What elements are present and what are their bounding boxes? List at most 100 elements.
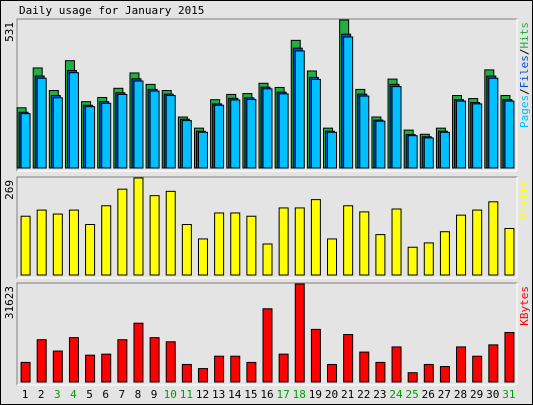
legend: KBytes — [518, 286, 531, 326]
bar — [343, 334, 354, 383]
bar — [359, 95, 370, 169]
bar — [375, 120, 386, 169]
x-tick-label: 10 — [164, 388, 177, 401]
bar — [472, 355, 483, 383]
bar — [214, 212, 225, 276]
bar — [407, 246, 418, 276]
bar — [85, 354, 96, 383]
legend: Pages/Files/Hits — [518, 22, 531, 128]
bar — [407, 372, 418, 383]
bar — [165, 190, 176, 276]
bar — [262, 308, 273, 383]
bar — [36, 339, 47, 383]
bar — [52, 350, 63, 383]
bar — [488, 77, 499, 169]
bar — [20, 113, 31, 169]
x-tick-label: 23 — [373, 388, 386, 401]
bar — [101, 205, 112, 276]
bar — [327, 131, 338, 169]
bar — [504, 100, 515, 169]
bar — [504, 331, 515, 383]
bar — [133, 177, 144, 276]
x-tick-label: 28 — [454, 388, 467, 401]
legend-entry: KBytes — [518, 286, 531, 326]
bar — [68, 72, 79, 169]
bar — [294, 207, 305, 276]
chart-title: Daily usage for January 2015 — [19, 4, 204, 17]
legend-separator: / — [518, 88, 531, 95]
bar — [456, 214, 467, 276]
bar — [52, 97, 63, 169]
legend-entry: Hits — [518, 22, 531, 49]
bar — [278, 353, 289, 383]
x-tick-label: 18 — [293, 388, 306, 401]
bar — [181, 120, 192, 169]
bar — [310, 328, 321, 383]
y-max-label: 269 — [3, 180, 16, 200]
x-tick-label: 4 — [70, 388, 77, 401]
bar — [375, 361, 386, 383]
bar — [246, 215, 257, 276]
bar — [375, 234, 386, 276]
bar — [165, 341, 176, 383]
bar — [327, 238, 338, 276]
bar — [165, 95, 176, 169]
bar — [359, 211, 370, 276]
x-tick-label: 1 — [22, 388, 29, 401]
bar — [133, 80, 144, 169]
x-tick-label: 24 — [389, 388, 403, 401]
x-tick-label: 26 — [422, 388, 435, 401]
x-tick-label: 12 — [196, 388, 209, 401]
bar — [149, 195, 160, 276]
bar — [439, 231, 450, 276]
bar — [391, 346, 402, 383]
bar — [85, 106, 96, 169]
bar — [391, 208, 402, 276]
bar — [20, 215, 31, 276]
bar — [117, 188, 128, 276]
bar — [149, 337, 160, 383]
bar — [262, 88, 273, 169]
x-tick-label: 5 — [86, 388, 93, 401]
bar — [230, 99, 241, 169]
bar — [391, 86, 402, 169]
bar — [246, 98, 257, 169]
bar — [310, 78, 321, 169]
bar — [68, 209, 79, 276]
x-tick-label: 22 — [357, 388, 370, 401]
bar — [197, 238, 208, 276]
bar — [472, 209, 483, 276]
bar — [133, 322, 144, 383]
bar — [423, 137, 434, 169]
bar — [327, 363, 338, 383]
bar — [68, 337, 79, 383]
bar — [294, 283, 305, 383]
bar — [101, 102, 112, 169]
x-tick-label: 27 — [438, 388, 451, 401]
bar — [52, 213, 63, 276]
bar — [20, 361, 31, 383]
bar — [262, 243, 273, 276]
x-tick-label: 30 — [486, 388, 499, 401]
x-tick-label: 25 — [406, 388, 419, 401]
bar — [278, 93, 289, 169]
x-tick-label: 17 — [277, 388, 290, 401]
bar — [423, 242, 434, 276]
bar — [456, 346, 467, 383]
x-tick-label: 16 — [260, 388, 273, 401]
bar — [181, 224, 192, 276]
x-tick-label: 7 — [119, 388, 126, 401]
bar — [294, 50, 305, 169]
bar — [197, 368, 208, 383]
bar — [230, 212, 241, 276]
x-tick-label: 19 — [309, 388, 322, 401]
x-tick-label: 20 — [325, 388, 338, 401]
bar — [456, 100, 467, 169]
x-tick-label: 31 — [502, 388, 515, 401]
bar — [214, 104, 225, 169]
x-tick-label: 15 — [244, 388, 257, 401]
legend: Visits — [518, 180, 531, 220]
bar — [359, 351, 370, 383]
